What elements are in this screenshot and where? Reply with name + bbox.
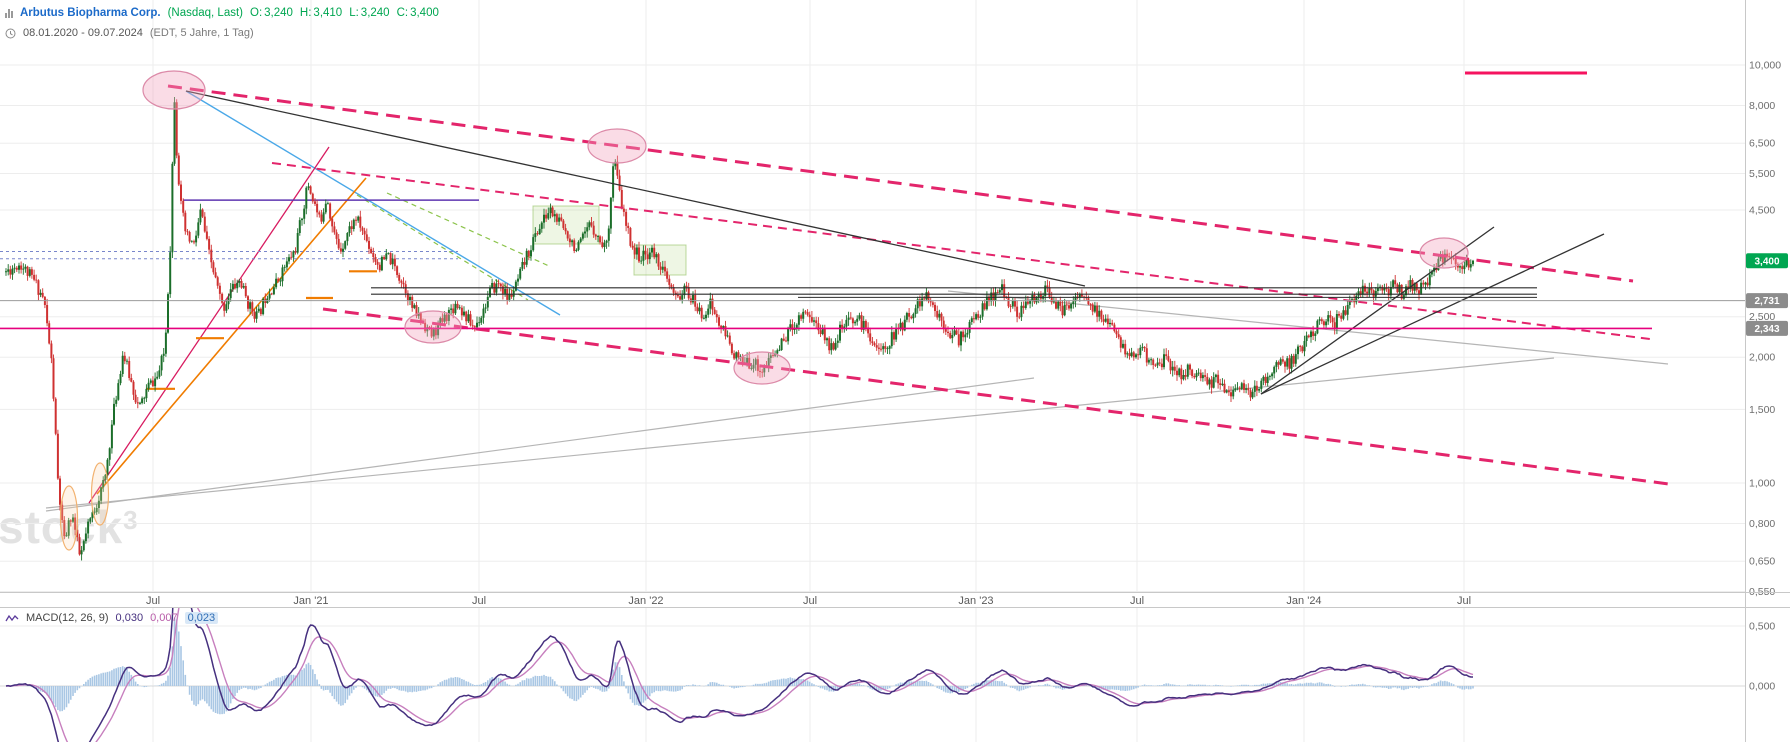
macd-histogram	[7, 617, 1474, 715]
blue-descending-line[interactable]	[185, 90, 561, 316]
instrument-exchange: (Nasdaq, Last)	[167, 7, 243, 19]
candle-wicks-down	[9, 99, 1470, 556]
pink-ellipse	[733, 351, 791, 385]
pink-ellipse	[142, 70, 206, 110]
macd-axis-label: 0,500	[1749, 621, 1775, 633]
y-axis-label: 1,000	[1749, 478, 1775, 490]
clock-icon	[5, 28, 16, 38]
instrument-title: Arbutus Biopharma Corp.	[20, 7, 161, 19]
macd-gridlines-and-labels: 0,500 0,000 -0,500	[0, 621, 1779, 742]
macd-legend: MACD(12, 26, 9) 0,030 0,007 0,023	[5, 612, 219, 624]
last-price-badge-label: 3,400	[1754, 256, 1779, 267]
x-axis-label: Jul	[472, 595, 486, 607]
alert-badge-2343	[1746, 320, 1788, 336]
pink-dashed-support[interactable]	[322, 307, 1670, 486]
instrument-legend: Arbutus Biopharma Corp. (Nasdaq, Last) O…	[5, 7, 439, 19]
orange-ellipse	[90, 462, 110, 526]
x-axis-label: Jul	[1130, 595, 1144, 607]
x-axis-label: Jul	[1457, 595, 1471, 607]
macd-signal-line	[5, 608, 1474, 742]
y-axis-label: 2,000	[1749, 352, 1775, 364]
ohlc-close: C: 3,400	[396, 7, 439, 19]
pink-ellipse	[404, 310, 462, 344]
x-axis-label: Jan '22	[628, 595, 663, 607]
orange-ellipse	[59, 485, 79, 551]
black-ascending-line-2[interactable]	[1260, 233, 1605, 395]
macd-icon	[5, 614, 19, 621]
date-range: 08.01.2020 - 09.07.2024	[23, 27, 143, 39]
gray-ascending-line-2[interactable]	[45, 377, 1035, 512]
x-axis-label: Jul	[146, 595, 160, 607]
gray-ascending-line-1[interactable]	[45, 357, 1555, 509]
pink-dashed-resistance[interactable]	[167, 84, 1634, 283]
macd-pane[interactable]	[5, 554, 1474, 742]
ohlc-open: O: 3,240	[250, 7, 293, 19]
foreground-drawings	[0, 71, 1745, 486]
green-dashed-line-1[interactable]	[356, 194, 529, 301]
range-legend: 08.01.2020 - 09.07.2024 (EDT, 5 Jahre, 1…	[5, 27, 254, 39]
x-axis-labels[interactable]: Jul Jan '21 Jul Jan '22 Jul Jan '23 Jul Jan '24…	[146, 595, 1471, 607]
crimson-ascending-line[interactable]	[88, 146, 330, 504]
y-axis-label: 10,000	[1749, 60, 1781, 72]
alert-badge-2731-label: 2,731	[1754, 296, 1779, 307]
gray-descending-line[interactable]	[947, 290, 1669, 365]
y-axis-label: 1,500	[1749, 404, 1775, 416]
macd-value: 0,030	[115, 612, 144, 624]
annotation-ellipses[interactable]	[59, 70, 1469, 551]
pink-ellipse	[1419, 237, 1469, 269]
green-dashed-line-2[interactable]	[386, 192, 550, 267]
pink-dashed-inner[interactable]	[271, 162, 1651, 340]
black-descending-line[interactable]	[185, 90, 1086, 287]
instrument-icon	[5, 8, 13, 18]
alert-badge-2731	[1746, 293, 1788, 309]
y-axis-label: 2,500	[1749, 311, 1775, 323]
alert-badge-2343-label: 2,343	[1754, 324, 1779, 335]
x-axis-label: Jul	[803, 595, 817, 607]
macd-axis-label: 0,000	[1749, 681, 1775, 693]
y-axis-label: 6,500	[1749, 138, 1775, 150]
price-gridlines-and-labels: 10,000 8,000 6,500 5,500 4,500 2,500 2,000 1,50…	[0, 60, 1781, 598]
orange-ascending-line[interactable]	[96, 177, 367, 495]
price-axis-badges[interactable]: 3,400 2,731 2,343	[1746, 253, 1788, 336]
black-ascending-line-1[interactable]	[1260, 226, 1495, 395]
macd-hist-value: 0,023	[184, 612, 219, 624]
y-axis-label: 8,000	[1749, 100, 1775, 112]
y-axis-label: 0,650	[1749, 556, 1775, 568]
y-axis-label: 4,500	[1749, 205, 1775, 217]
background-drawings	[0, 90, 1669, 512]
y-axis-label: 0,800	[1749, 518, 1775, 530]
last-price-badge	[1746, 253, 1788, 269]
ohlc-high: H: 3,410	[299, 7, 343, 19]
candle-bodies-up	[5, 102, 1474, 555]
green-box	[633, 244, 687, 276]
ohlc-low: L: 3,240	[349, 7, 390, 19]
vertical-gridlines	[152, 0, 1465, 742]
timeframe: (EDT, 5 Jahre, 1 Tag)	[149, 27, 254, 39]
macd-label: MACD(12, 26, 9)	[26, 612, 109, 624]
x-axis-label: Jan '23	[958, 595, 993, 607]
macd-line	[5, 608, 1473, 742]
macd-axis-label: -0,500	[1749, 741, 1779, 742]
x-axis-label: Jan '24	[1286, 595, 1321, 607]
pink-ellipse	[587, 128, 647, 164]
y-axis-label: 5,500	[1749, 168, 1775, 180]
x-axis-label: Jan '21	[293, 595, 328, 607]
macd-signal-value: 0,007	[150, 612, 178, 624]
